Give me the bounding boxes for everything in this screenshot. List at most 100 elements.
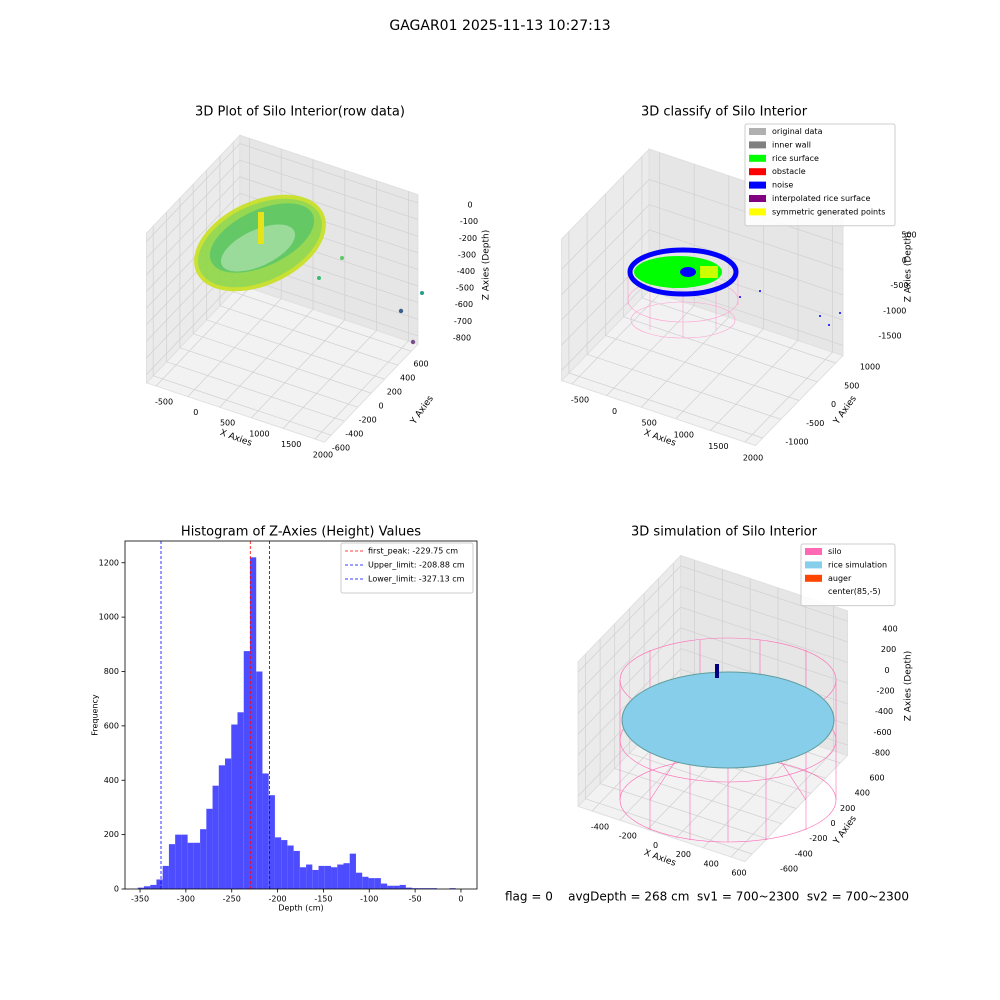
bar bbox=[281, 840, 288, 889]
legend-label: noise bbox=[772, 181, 793, 190]
z-tick-label: -700 bbox=[454, 317, 472, 326]
x-tick-label: -200 bbox=[268, 895, 286, 904]
grid-line bbox=[146, 143, 419, 242]
grid-line bbox=[730, 606, 834, 858]
bar bbox=[324, 865, 332, 889]
grid-line bbox=[314, 191, 409, 440]
grid-line bbox=[640, 175, 730, 408]
bar bbox=[312, 869, 319, 889]
bar bbox=[143, 886, 151, 889]
legend-label: first_peak: -229.75 cm bbox=[368, 547, 458, 556]
bar bbox=[430, 888, 438, 889]
x-tick-label: -300 bbox=[177, 895, 195, 904]
bar bbox=[231, 724, 238, 889]
x-tick-label: -150 bbox=[314, 895, 332, 904]
grid-line bbox=[561, 204, 844, 295]
z-tick-label: -500 bbox=[456, 284, 474, 293]
grid-line bbox=[577, 586, 848, 694]
bar bbox=[187, 842, 194, 889]
y-tick-label: 400 bbox=[400, 374, 415, 383]
bar bbox=[343, 863, 350, 889]
grid-line bbox=[192, 184, 372, 394]
y-tick-label: 0 bbox=[830, 819, 835, 828]
legend-swatch bbox=[749, 195, 766, 202]
y-tick-label: 1200 bbox=[99, 558, 119, 567]
z-tick-label: -1500 bbox=[878, 332, 901, 341]
bar bbox=[331, 867, 338, 889]
point-cloud-classified bbox=[627, 247, 841, 339]
y-tick-label: 200 bbox=[387, 388, 402, 397]
bar bbox=[449, 888, 456, 889]
bar bbox=[306, 864, 313, 889]
legend-label: symmetric generated points bbox=[772, 207, 885, 216]
x-tick-label: 400 bbox=[704, 859, 719, 868]
bar bbox=[212, 785, 219, 889]
axis-label: Z Axies (Depth) bbox=[482, 230, 492, 301]
grid-line bbox=[585, 654, 753, 855]
x-tick-label: -500 bbox=[571, 395, 589, 404]
legend-label: obstacle bbox=[772, 167, 806, 176]
x-tick-label: 1000 bbox=[674, 430, 694, 439]
y-tick-label: 400 bbox=[855, 789, 870, 798]
bar bbox=[193, 842, 201, 889]
legend-swatch bbox=[749, 168, 766, 176]
legend-label: Upper_limit: -208.88 cm bbox=[368, 561, 465, 570]
y-tick-label: 600 bbox=[869, 773, 884, 782]
y-tick-label: -1000 bbox=[785, 438, 808, 447]
bar bbox=[368, 878, 375, 889]
legend-swatch bbox=[805, 561, 822, 569]
legend-label: interpolated rice surface bbox=[772, 194, 870, 203]
y-tick-label: -200 bbox=[359, 416, 377, 425]
grid-line bbox=[166, 212, 345, 422]
bar bbox=[299, 867, 307, 889]
bar bbox=[181, 834, 188, 889]
grid-line bbox=[744, 210, 833, 443]
chart-title: 3D simulation of Silo Interior bbox=[631, 525, 818, 540]
bar bbox=[387, 885, 394, 889]
y-tick-label: 1000 bbox=[860, 363, 880, 372]
grid-line bbox=[146, 192, 419, 292]
grid-line bbox=[710, 199, 799, 431]
x-axis-label: Depth (cm) bbox=[278, 904, 323, 913]
x-tick-label: -350 bbox=[131, 895, 149, 904]
legend-swatch bbox=[805, 574, 822, 582]
x-tick-label: 1500 bbox=[281, 440, 301, 449]
x-tick-label: 0 bbox=[653, 841, 658, 850]
bar bbox=[218, 765, 226, 889]
z-tick-label: -600 bbox=[455, 300, 473, 309]
bar bbox=[393, 885, 400, 889]
z-tick-label: 0 bbox=[902, 256, 907, 265]
y-tick-label: 200 bbox=[104, 830, 119, 839]
y-tick-label: -400 bbox=[345, 430, 363, 439]
grid-line bbox=[629, 608, 797, 809]
x-tick-label: 500 bbox=[220, 419, 235, 428]
x-tick-label: 1000 bbox=[249, 429, 269, 438]
legend-label: original data bbox=[772, 127, 823, 136]
legend-swatch bbox=[805, 588, 822, 596]
axis-label: Z Axies (Depth) bbox=[904, 232, 914, 303]
x-tick-label: 2000 bbox=[743, 454, 763, 463]
z-tick-label: -200 bbox=[459, 234, 477, 243]
x-tick-label: -50 bbox=[409, 895, 422, 904]
z-tick-label: -300 bbox=[458, 250, 476, 259]
figure-title: GAGAR01 2025-11-13 10:27:13 bbox=[389, 18, 610, 34]
axis-label: Z Axies (Depth) bbox=[904, 651, 914, 722]
bar bbox=[318, 865, 325, 889]
grid-line bbox=[232, 142, 412, 352]
grid-line bbox=[614, 623, 782, 825]
bar bbox=[150, 884, 157, 889]
x-tick-label: 0 bbox=[193, 408, 198, 417]
grid-line bbox=[152, 226, 332, 436]
grid-line bbox=[146, 159, 419, 259]
legend-swatch bbox=[749, 208, 766, 216]
z-tick-label: -500 bbox=[890, 281, 908, 290]
legend-label: center(85,-5) bbox=[828, 587, 881, 596]
bar bbox=[175, 834, 182, 889]
grid-line bbox=[641, 156, 836, 364]
y-tick-label: 600 bbox=[104, 721, 119, 730]
legend-box bbox=[744, 123, 896, 227]
grid-line bbox=[577, 627, 848, 735]
x-tick-label: 600 bbox=[731, 869, 746, 878]
grid-line bbox=[282, 180, 377, 429]
y-tick-label: 0 bbox=[378, 402, 383, 411]
